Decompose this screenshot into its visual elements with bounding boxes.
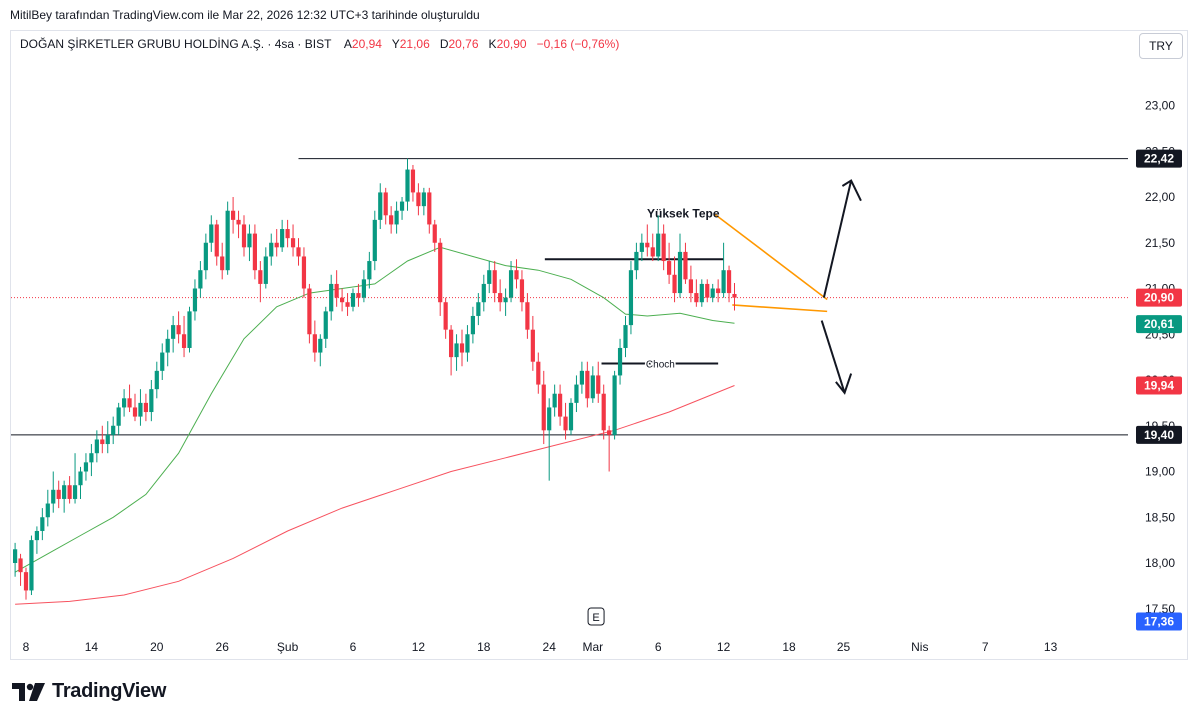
ohlc-close-label: K (488, 37, 497, 51)
ohlc-low-value: 20,76 (448, 37, 479, 51)
tradingview-logo-icon (12, 682, 45, 701)
price-change: −0,16 (−0,76%) (536, 37, 620, 51)
ohlc-open-label: A (343, 37, 352, 51)
ohlc-high-value: 21,06 (399, 37, 430, 51)
tradingview-wordmark: TradingView (52, 680, 167, 702)
currency-button[interactable]: TRY (1139, 33, 1183, 59)
chart-credit: MitilBey tarafından TradingView.com ile … (10, 8, 480, 22)
tradingview-brand: TradingView (12, 680, 166, 703)
symbol-name[interactable]: DOĞAN ŞİRKETLER GRUBU HOLDİNG A.Ş. · 4sa… (20, 37, 332, 51)
ohlc-open-value: 20,94 (351, 37, 382, 51)
symbol-legend: DOĞAN ŞİRKETLER GRUBU HOLDİNG A.Ş. · 4sa… (20, 37, 619, 51)
ohlc-close-value: 20,90 (496, 37, 527, 51)
ohlc-high-label: Y (391, 37, 400, 51)
chart-panel[interactable] (10, 30, 1188, 660)
ohlc-low-label: D (439, 37, 449, 51)
